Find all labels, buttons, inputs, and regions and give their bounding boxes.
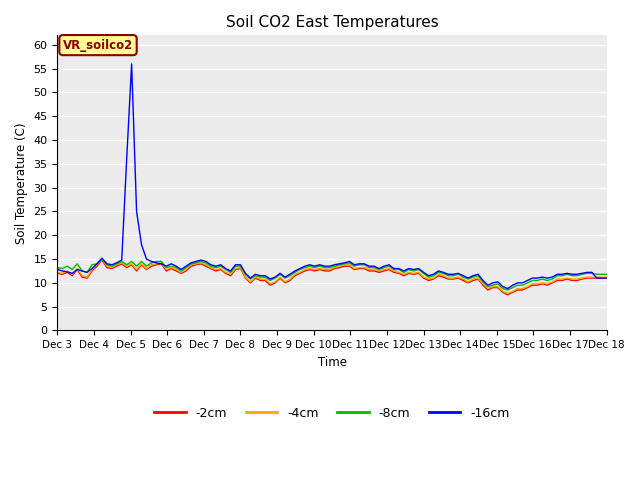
Text: VR_soilco2: VR_soilco2 [63, 38, 133, 52]
Title: Soil CO2 East Temperatures: Soil CO2 East Temperatures [226, 15, 438, 30]
Legend: -2cm, -4cm, -8cm, -16cm: -2cm, -4cm, -8cm, -16cm [149, 402, 515, 425]
X-axis label: Time: Time [317, 356, 346, 369]
Y-axis label: Soil Temperature (C): Soil Temperature (C) [15, 122, 28, 244]
